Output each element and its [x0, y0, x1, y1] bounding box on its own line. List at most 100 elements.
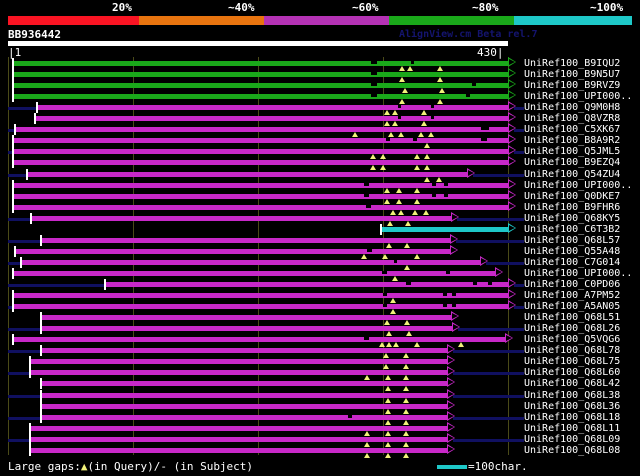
hit-label[interactable]: UniRef100_B9IQU2: [524, 58, 621, 69]
hit-row[interactable]: UniRef100_B8A9R2: [0, 134, 640, 149]
hit-label[interactable]: UniRef100_UPI000..: [524, 267, 633, 279]
alignment-bar[interactable]: [29, 370, 447, 376]
alignment-bar[interactable]: [40, 237, 450, 243]
hit-row[interactable]: UniRef100_Q68L11: [0, 421, 640, 437]
hit-label[interactable]: UniRef100_Q68L51: [524, 312, 621, 324]
alignment-bar[interactable]: [12, 94, 508, 100]
hit-row[interactable]: UniRef100_A7PM52: [0, 289, 640, 304]
alignment-bar[interactable]: [104, 282, 508, 287]
hit-row[interactable]: UniRef100_Q68L42: [0, 377, 640, 392]
alignment-bar[interactable]: [12, 293, 508, 299]
hit-row[interactable]: UniRef100_B9EZQ4: [0, 156, 640, 171]
hit-row[interactable]: UniRef100_Q5VQG6: [0, 333, 640, 348]
hit-row[interactable]: UniRef100_Q8VZR8: [0, 112, 640, 127]
alignment-bar[interactable]: [12, 61, 508, 66]
alignment-bar[interactable]: [29, 436, 447, 442]
hit-label[interactable]: UniRef100_C0PD06: [524, 279, 621, 290]
alignment-bar[interactable]: [40, 315, 451, 321]
alignment-bar[interactable]: [26, 171, 467, 177]
hit-label[interactable]: UniRef100_B8A9R2: [524, 135, 621, 147]
alignment-bar[interactable]: [40, 381, 447, 387]
hit-row[interactable]: UniRef100_Q55A48: [0, 244, 640, 260]
hit-row[interactable]: UniRef100_B9FHR6: [0, 200, 640, 216]
hit-label[interactable]: UniRef100_B9RVZ9: [524, 80, 621, 92]
hit-label[interactable]: UniRef100_Q68KY5: [524, 212, 621, 224]
hit-label[interactable]: UniRef100_B9EZQ4: [524, 157, 621, 169]
alignment-bar[interactable]: [12, 160, 508, 166]
alignment-bar[interactable]: [40, 326, 452, 332]
hit-row[interactable]: UniRef100_C5XK67: [0, 123, 640, 138]
hit-label[interactable]: UniRef100_Q68L09: [524, 433, 621, 445]
alignment-bar[interactable]: [30, 215, 451, 221]
hit-label[interactable]: UniRef100_Q55A48: [524, 245, 621, 257]
hit-label[interactable]: UniRef100_Q68L26: [524, 323, 621, 335]
hit-row[interactable]: UniRef100_Q68L78: [0, 344, 640, 359]
hit-row[interactable]: UniRef100_Q0DKE7: [0, 189, 640, 205]
alignment-bar[interactable]: [14, 248, 450, 254]
hit-row[interactable]: UniRef100_Q68L57: [0, 233, 640, 249]
alignment-bar[interactable]: [34, 116, 508, 122]
alignment-bar[interactable]: [380, 226, 508, 232]
hit-label[interactable]: UniRef100_Q68L11: [524, 422, 621, 434]
hit-row[interactable]: UniRef100_Q68L75: [0, 355, 640, 370]
hit-label[interactable]: UniRef100_Q54ZU4: [524, 168, 621, 180]
hit-row[interactable]: UniRef100_Q68L18: [0, 410, 640, 426]
alignment-bar[interactable]: [12, 138, 508, 144]
alignment-bar[interactable]: [29, 447, 447, 453]
hit-row[interactable]: UniRef100_Q54ZU4: [0, 167, 640, 183]
hit-row[interactable]: UniRef100_A5AN05: [0, 300, 640, 315]
hit-row[interactable]: UniRef100_Q68L36: [0, 399, 640, 415]
hit-row[interactable]: UniRef100_Q68L26: [0, 322, 640, 337]
hit-row[interactable]: UniRef100_Q68KY5: [0, 211, 640, 227]
hit-label[interactable]: UniRef100_A5AN05: [524, 301, 621, 313]
alignment-bar[interactable]: [40, 414, 447, 420]
alignment-bar[interactable]: [12, 83, 508, 89]
alignment-bar[interactable]: [20, 259, 480, 265]
hit-row[interactable]: UniRef100_UPI000..: [0, 266, 640, 282]
hit-label[interactable]: UniRef100_Q68L42: [524, 378, 621, 390]
hit-row[interactable]: UniRef100_B9IQU2: [0, 57, 640, 72]
alignment-bar[interactable]: [40, 348, 447, 354]
alignment-bar[interactable]: [12, 72, 508, 78]
hit-label[interactable]: UniRef100_B9N5U7: [524, 69, 621, 81]
hit-row[interactable]: UniRef100_UPI000..: [0, 90, 640, 105]
hit-row[interactable]: UniRef100_C7G014: [0, 255, 640, 271]
hit-row[interactable]: UniRef100_C0PD06: [0, 278, 640, 293]
hit-label[interactable]: UniRef100_Q5JML5: [524, 146, 621, 158]
hit-row[interactable]: UniRef100_Q68L51: [0, 311, 640, 326]
hit-label[interactable]: UniRef100_Q68L08: [524, 444, 621, 456]
hit-label[interactable]: UniRef100_UPI000..: [524, 179, 633, 191]
alignment-bar[interactable]: [36, 105, 508, 111]
hit-row[interactable]: UniRef100_UPI000..: [0, 178, 640, 194]
hit-label[interactable]: UniRef100_B9FHR6: [524, 201, 621, 213]
hit-label[interactable]: UniRef100_C5XK67: [524, 124, 621, 136]
alignment-bar[interactable]: [12, 193, 508, 199]
alignment-bar[interactable]: [40, 392, 447, 398]
alignment-bar[interactable]: [12, 270, 495, 276]
alignment-bar[interactable]: [12, 204, 508, 210]
hit-label[interactable]: UniRef100_Q68L60: [524, 367, 621, 379]
hit-label[interactable]: UniRef100_A7PM52: [524, 290, 621, 302]
hit-label[interactable]: UniRef100_Q68L75: [524, 356, 621, 368]
alignment-bar[interactable]: [29, 425, 447, 431]
hit-row[interactable]: UniRef100_B9N5U7: [0, 68, 640, 83]
alignment-bar[interactable]: [12, 337, 505, 343]
hit-label[interactable]: UniRef100_Q9M0H8: [524, 102, 621, 114]
hit-row[interactable]: UniRef100_Q68L08: [0, 443, 640, 459]
hit-row[interactable]: UniRef100_Q68L09: [0, 432, 640, 448]
hit-label[interactable]: UniRef100_Q68L57: [524, 234, 621, 246]
hit-label[interactable]: UniRef100_Q68L36: [524, 400, 621, 412]
hit-label[interactable]: UniRef100_Q68L38: [524, 389, 621, 401]
hit-row[interactable]: UniRef100_B9RVZ9: [0, 79, 640, 94]
hit-row[interactable]: UniRef100_Q68L38: [0, 388, 640, 404]
alignment-bar[interactable]: [29, 359, 447, 365]
hit-label[interactable]: UniRef100_C6T3B2: [524, 223, 621, 235]
hit-label[interactable]: UniRef100_Q68L78: [524, 345, 621, 357]
hit-label[interactable]: UniRef100_Q0DKE7: [524, 190, 621, 202]
hit-label[interactable]: UniRef100_Q5VQG6: [524, 334, 621, 346]
alignment-bar[interactable]: [12, 149, 508, 155]
hit-row[interactable]: UniRef100_Q68L60: [0, 366, 640, 381]
hit-label[interactable]: UniRef100_C7G014: [524, 256, 621, 268]
alignment-bar[interactable]: [12, 304, 508, 310]
alignment-bar[interactable]: [14, 127, 508, 133]
